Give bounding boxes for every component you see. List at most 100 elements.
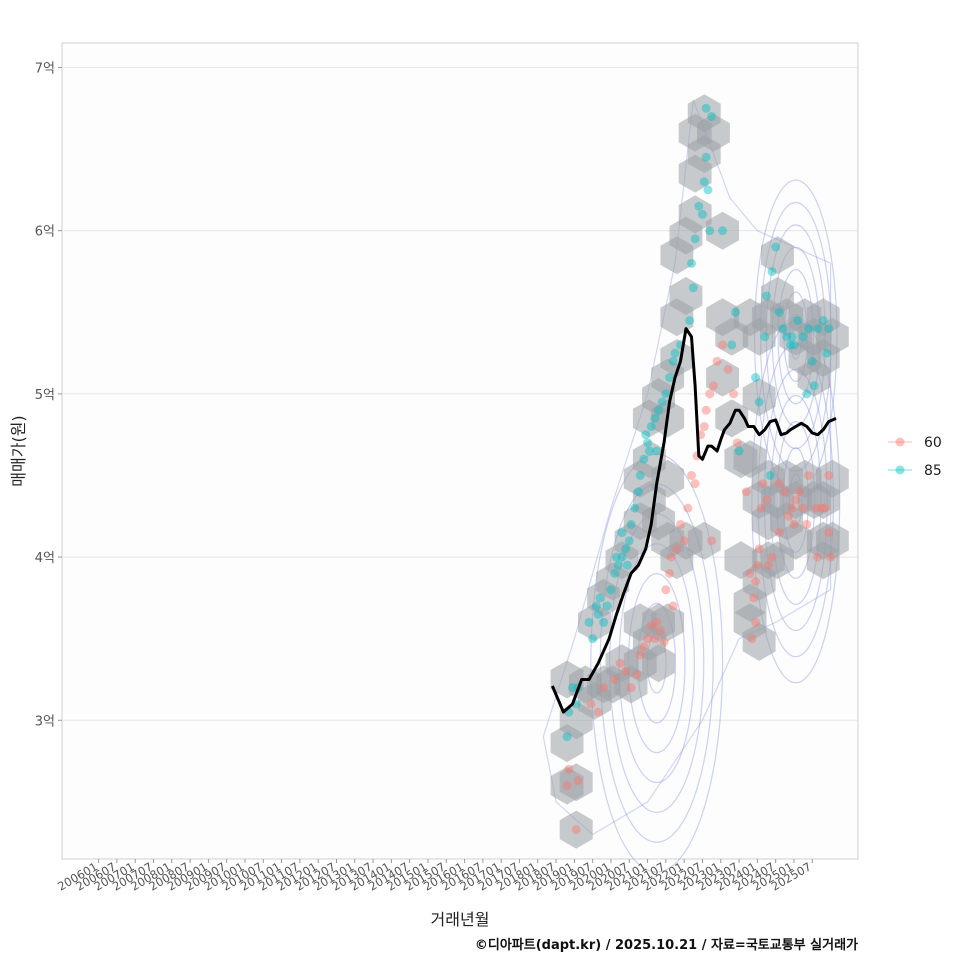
point-85 [751, 373, 761, 383]
point-60 [774, 528, 784, 538]
hexbin-cell [687, 521, 721, 560]
hexbin-cell [678, 195, 712, 234]
point-60 [794, 487, 804, 497]
point-85 [652, 446, 662, 456]
point-60 [635, 650, 645, 660]
point-85 [727, 340, 737, 350]
point-85 [610, 568, 620, 578]
point-85 [809, 381, 819, 391]
point-85 [599, 617, 609, 627]
hexbin-cell [761, 541, 794, 580]
point-60 [787, 503, 797, 513]
point-60 [758, 479, 768, 489]
legend-key-85 [895, 465, 905, 475]
point-85 [626, 519, 636, 529]
point-60 [820, 503, 830, 513]
hexbin-cell [806, 541, 840, 580]
point-60 [573, 776, 583, 786]
point-85 [668, 356, 678, 366]
point-60 [707, 536, 717, 546]
point-85 [707, 111, 717, 121]
point-60 [571, 825, 581, 835]
hexbin-cell [559, 810, 593, 849]
hexbin-cell [742, 622, 776, 661]
point-85 [630, 503, 640, 513]
point-60 [666, 552, 676, 562]
point-85 [624, 536, 634, 546]
point-60 [751, 577, 761, 587]
point-60 [789, 519, 799, 529]
point-60 [586, 699, 596, 709]
point-60 [632, 670, 642, 680]
point-60 [745, 568, 755, 578]
point-60 [672, 544, 682, 554]
point-60 [780, 487, 790, 497]
point-60 [676, 519, 686, 529]
point-85 [760, 332, 770, 342]
point-60 [824, 528, 834, 538]
point-85 [665, 373, 675, 383]
point-85 [718, 226, 728, 236]
point-60 [718, 340, 728, 350]
legend-label: 85 [924, 463, 942, 479]
hexbin-cell [651, 603, 685, 642]
point-85 [644, 446, 654, 456]
point-60 [699, 422, 709, 432]
point-60 [767, 552, 777, 562]
point-85 [787, 332, 797, 342]
point-85 [793, 315, 803, 325]
point-60 [659, 637, 669, 647]
point-60 [665, 568, 675, 578]
point-60 [646, 621, 656, 631]
density-contour-outer [542, 99, 832, 836]
point-60 [802, 519, 812, 529]
hexbin-cell [642, 644, 675, 683]
point-60 [762, 495, 772, 505]
hexbin-cell [797, 358, 831, 397]
point-60 [747, 634, 757, 644]
point-85 [670, 348, 680, 358]
point-85 [778, 324, 788, 334]
point-60 [729, 389, 739, 399]
point-85 [611, 552, 621, 562]
point-85 [818, 315, 828, 325]
point-60 [593, 707, 603, 717]
point-85 [765, 470, 775, 480]
source-caption: ©디아파트(dapt.kr) / 2025.10.21 / 자료=국토교통부 실… [474, 938, 858, 953]
point-85 [694, 201, 704, 211]
point-85 [661, 389, 671, 399]
point-85 [688, 283, 698, 293]
point-60 [791, 495, 801, 505]
point-60 [626, 683, 636, 693]
point-85 [641, 430, 651, 440]
point-60 [599, 683, 609, 693]
point-85 [699, 177, 709, 187]
point-60 [621, 666, 631, 676]
point-85 [771, 242, 781, 252]
point-85 [643, 438, 653, 448]
point-60 [650, 634, 660, 644]
point-60 [679, 536, 689, 546]
x-axis-title: 거래년월 [431, 910, 490, 929]
point-85 [650, 413, 660, 423]
hexbin-cell [815, 459, 849, 498]
y-tick-label: 7억 [35, 61, 55, 76]
point-60 [798, 503, 808, 513]
point-85 [807, 356, 817, 366]
hexbin-cell [815, 317, 849, 356]
point-60 [774, 479, 784, 489]
point-85 [622, 560, 632, 570]
point-85 [646, 422, 656, 432]
point-60 [564, 764, 574, 774]
trend-line [551, 327, 837, 714]
point-85 [730, 307, 740, 317]
point-85 [568, 683, 578, 693]
point-85 [774, 307, 784, 317]
y-tick-label: 5억 [35, 388, 55, 403]
point-85 [754, 397, 764, 407]
point-60 [826, 552, 836, 562]
hexbin-cell [770, 459, 804, 498]
point-60 [562, 781, 572, 791]
point-60 [804, 470, 814, 480]
hexbin-layer [550, 94, 849, 849]
